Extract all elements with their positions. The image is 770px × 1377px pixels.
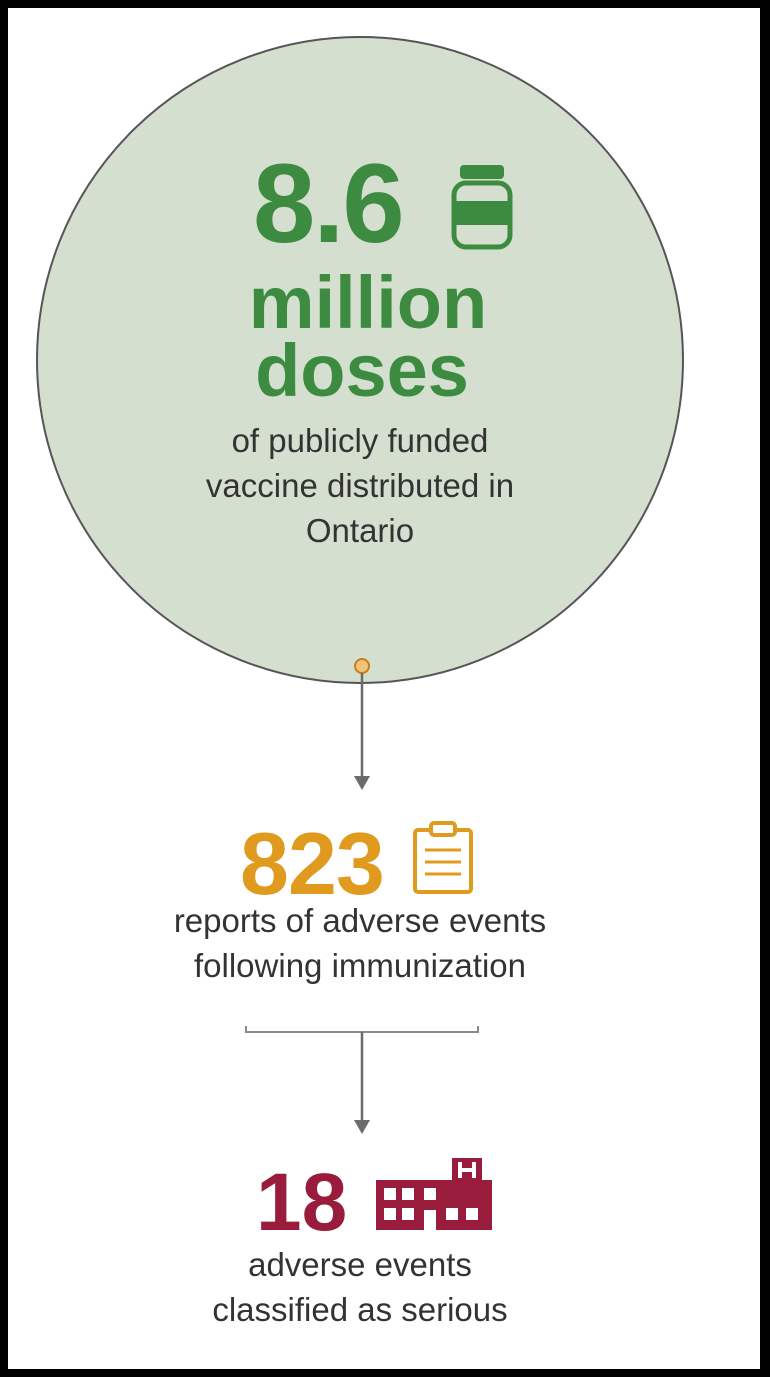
clipboard-icon [413, 821, 473, 894]
doses-description: of publicly funded vaccine distributed i… [8, 418, 712, 553]
doses-description-line: Ontario [305, 512, 415, 549]
doses-description-line: of publicly funded [231, 422, 489, 459]
circle-to-reports-arrow [354, 658, 370, 790]
serious-description-line: classified as serious [212, 1291, 508, 1328]
infographic-panel: 8.6 million doses of publicly funded vac… [8, 8, 760, 1369]
serious-description-line: adverse events [248, 1246, 472, 1283]
hospital-icon [376, 1158, 492, 1230]
vaccine-vial-icon [451, 165, 513, 250]
doses-circle [36, 36, 684, 684]
reports-to-serious-bracket-arrow [245, 1026, 479, 1134]
serious-description: adverse events classified as serious [8, 1242, 712, 1332]
connector-layer [245, 658, 479, 1134]
doses-number: 8.6 [253, 141, 405, 266]
doses-unit-doses: doses [255, 329, 469, 412]
reports-description: reports of adverse events following immu… [8, 898, 712, 988]
reports-number: 823 [240, 814, 385, 913]
reports-description-line: reports of adverse events [173, 902, 547, 939]
doses-description-line: vaccine distributed in [205, 467, 515, 504]
serious-number: 18 [256, 1157, 348, 1248]
reports-description-line: following immunization [194, 947, 526, 984]
doses-unit-million: million [248, 261, 488, 344]
